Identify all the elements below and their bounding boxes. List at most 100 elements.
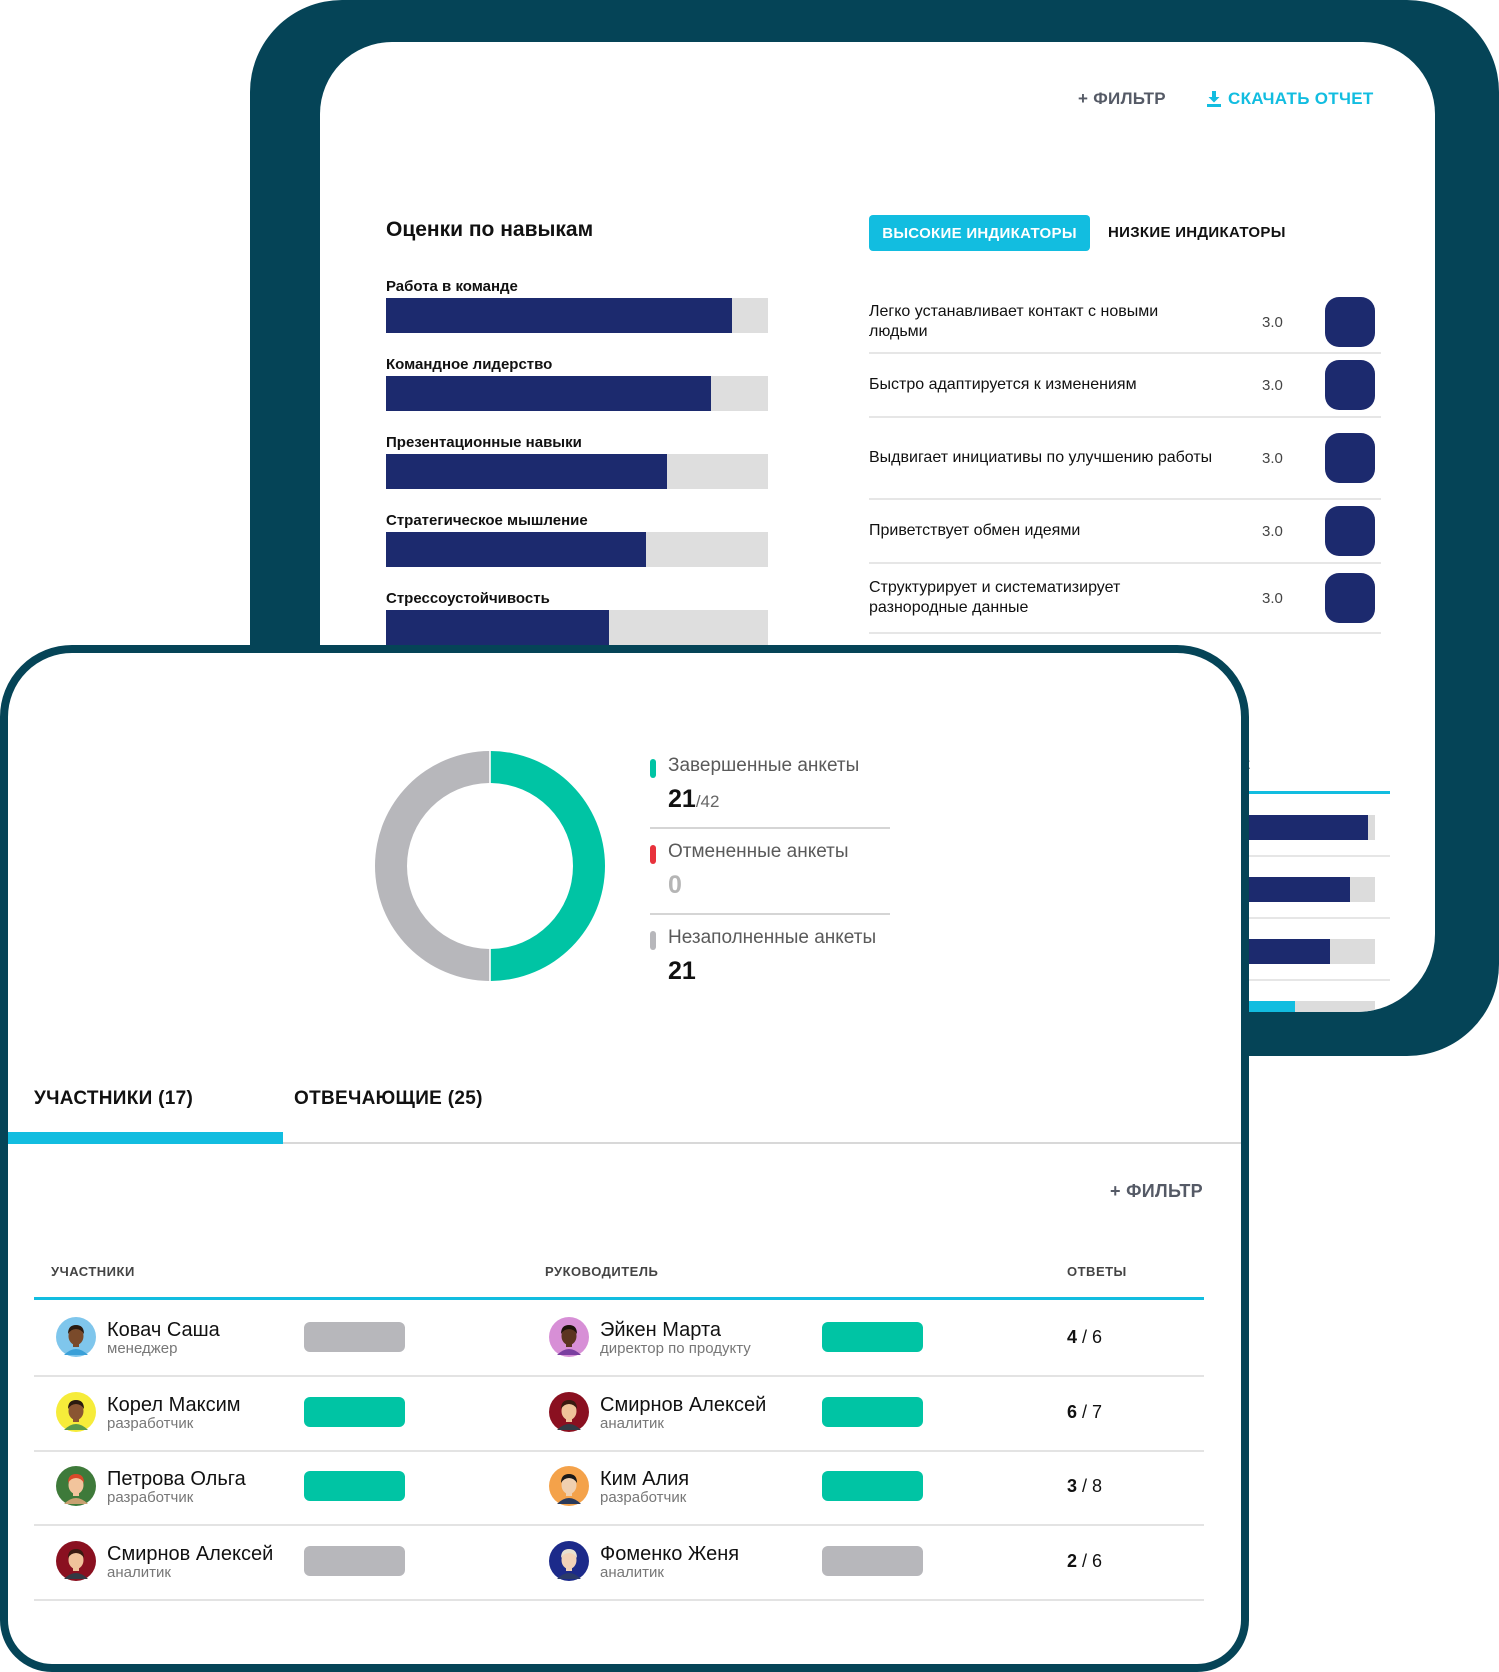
indicator-score-badge [1325, 297, 1375, 347]
indicator-row: Приветствует обмен идеями 3.0 [869, 500, 1381, 564]
peek-bar-row [1242, 795, 1390, 857]
participant-role: аналитик [107, 1563, 171, 1581]
skill-item: Командное лидерство [386, 356, 768, 434]
manager-name: Ким Алия [600, 1467, 690, 1490]
indicator-score: 3.0 [1262, 589, 1283, 607]
completed-count: 21 [668, 785, 696, 813]
legend-divider [650, 913, 890, 915]
skill-label: Стрессоустойчивость [386, 590, 550, 607]
manager-cell[interactable]: Фоменко Женя аналитик [549, 1541, 739, 1581]
legend-cancelled: Отмененные анкеты 0 [650, 841, 890, 900]
tab-respondents[interactable]: ОТВЕЧАЮЩИЕ (25) [294, 1088, 483, 1109]
cancelled-value: 0 [668, 871, 682, 899]
indicator-row: Структурирует и систематизирует разнород… [869, 564, 1381, 634]
table-row[interactable]: Корел Максим разработчик Смирнов Алексей… [34, 1375, 1204, 1452]
indicators-list: Легко устанавливает контакт с новыми люд… [869, 292, 1381, 634]
avatar [549, 1541, 589, 1581]
download-icon [1207, 91, 1221, 107]
manager-cell[interactable]: Ким Алия разработчик [549, 1466, 689, 1506]
completed-marker [650, 759, 656, 778]
manager-role: директор по продукту [600, 1339, 751, 1357]
legend-completed: Завершенные анкеты 21/42 [650, 755, 890, 814]
unfilled-label: Незаполненные анкеты [668, 927, 877, 948]
manager-info: Фоменко Женя аналитик [600, 1543, 739, 1580]
unfilled-marker [650, 931, 656, 950]
tab-participants[interactable]: УЧАСТНИКИ (17) [34, 1088, 194, 1109]
legend-divider [650, 827, 890, 829]
download-report-label: СКАЧАТЬ ОТЧЕТ [1228, 89, 1374, 108]
manager-role: аналитик [600, 1563, 664, 1581]
avatar [549, 1392, 589, 1432]
participant-status-badge [304, 1397, 405, 1427]
legend-unfilled: Незаполненные анкеты 21 [650, 927, 890, 986]
tab-low-indicators[interactable]: НИЗКИЕ ИНДИКАТОРЫ [1108, 224, 1286, 241]
indicator-score-badge [1325, 360, 1375, 410]
donut-segment-unfilled [375, 751, 490, 981]
answers-done: 3 [1067, 1476, 1078, 1496]
column-header-participants[interactable]: УЧАСТНИКИ [51, 1264, 135, 1279]
unfilled-value: 21 [668, 957, 696, 985]
peek-bar-row [1242, 981, 1390, 1012]
avatar [56, 1466, 96, 1506]
column-header-manager[interactable]: РУКОВОДИТЕЛЬ [545, 1264, 659, 1279]
participant-name: Ковач Саша [107, 1318, 220, 1341]
manager-name: Эйкен Марта [600, 1318, 721, 1341]
avatar [549, 1317, 589, 1357]
skill-item: Работа в команде [386, 278, 768, 356]
indicator-text: Легко устанавливает контакт с новыми люд… [869, 303, 1159, 340]
skill-bar-track [386, 454, 768, 489]
answers-total: / 7 [1077, 1402, 1103, 1422]
peek-bar-fill [1242, 815, 1369, 840]
active-tab-underline [8, 1132, 283, 1144]
participant-cell[interactable]: Ковач Саша менеджер [56, 1317, 220, 1357]
participant-role: менеджер [107, 1339, 178, 1357]
manager-info: Ким Алия разработчик [600, 1468, 689, 1505]
cancelled-label: Отмененные анкеты [668, 841, 849, 862]
skills-list: Работа в команде Командное лидерство Пре… [386, 278, 768, 668]
answers-count: 2 / 6 [1067, 1551, 1102, 1572]
skill-bar-track [386, 610, 768, 645]
answers-total: / 6 [1077, 1551, 1103, 1571]
indicator-row: Выдвигает инициативы по улучшению работы… [869, 418, 1381, 500]
participant-status-badge [304, 1471, 405, 1501]
answers-done: 2 [1067, 1551, 1078, 1571]
table-row[interactable]: Петрова Ольга разработчик Ким Алия разра… [34, 1449, 1204, 1526]
table-row[interactable]: Ковач Саша менеджер Эйкен Марта директор… [34, 1300, 1204, 1377]
manager-info: Смирнов Алексей аналитик [600, 1394, 766, 1431]
peek-bar-fill [1242, 877, 1350, 902]
answers-done: 4 [1067, 1327, 1078, 1347]
report-filter-button[interactable]: + ФИЛЬТР [1078, 89, 1166, 108]
peek-tab-underline [1242, 791, 1390, 794]
participant-status-badge [304, 1322, 405, 1352]
peek-bar-track [1242, 939, 1375, 964]
participant-cell[interactable]: Петрова Ольга разработчик [56, 1466, 246, 1506]
manager-cell[interactable]: Смирнов Алексей аналитик [549, 1392, 766, 1432]
peek-bar-row [1242, 919, 1390, 981]
participant-cell[interactable]: Смирнов Алексей аналитик [56, 1541, 273, 1581]
table-filter-button[interactable]: + ФИЛЬТР [1110, 1181, 1203, 1201]
answers-total: / 6 [1077, 1327, 1103, 1347]
participant-info: Ковач Саша менеджер [107, 1319, 220, 1356]
table-row[interactable]: Смирнов Алексей аналитик Фоменко Женя ан… [34, 1524, 1204, 1601]
skill-item: Презентационные навыки [386, 434, 768, 512]
participant-cell[interactable]: Корел Максим разработчик [56, 1392, 241, 1432]
skills-title: Оценки по навыкам [386, 218, 594, 241]
skill-item: Стратегическое мышление [386, 512, 768, 590]
indicator-score: 3.0 [1262, 522, 1283, 540]
answers-done: 6 [1067, 1402, 1078, 1422]
manager-role: разработчик [600, 1488, 687, 1506]
manager-cell[interactable]: Эйкен Марта директор по продукту [549, 1317, 751, 1357]
manager-status-badge [822, 1471, 923, 1501]
skill-label: Работа в команде [386, 278, 518, 295]
answers-count: 4 / 6 [1067, 1327, 1102, 1348]
peek-bar-track [1242, 877, 1375, 902]
skill-item: Стрессоустойчивость [386, 590, 768, 668]
indicator-text: Структурирует и систематизирует разнород… [869, 579, 1121, 616]
answers-total: / 8 [1077, 1476, 1103, 1496]
manager-name: Фоменко Женя [600, 1542, 740, 1565]
column-header-answers[interactable]: ОТВЕТЫ [1067, 1264, 1127, 1279]
tab-high-indicators[interactable]: ВЫСОКИЕ ИНДИКАТОРЫ [869, 215, 1090, 251]
download-report-button[interactable]: СКАЧАТЬ ОТЧЕТ [1207, 89, 1374, 109]
peek-bar-fill [1242, 1001, 1296, 1012]
completed-total: /42 [695, 792, 720, 811]
